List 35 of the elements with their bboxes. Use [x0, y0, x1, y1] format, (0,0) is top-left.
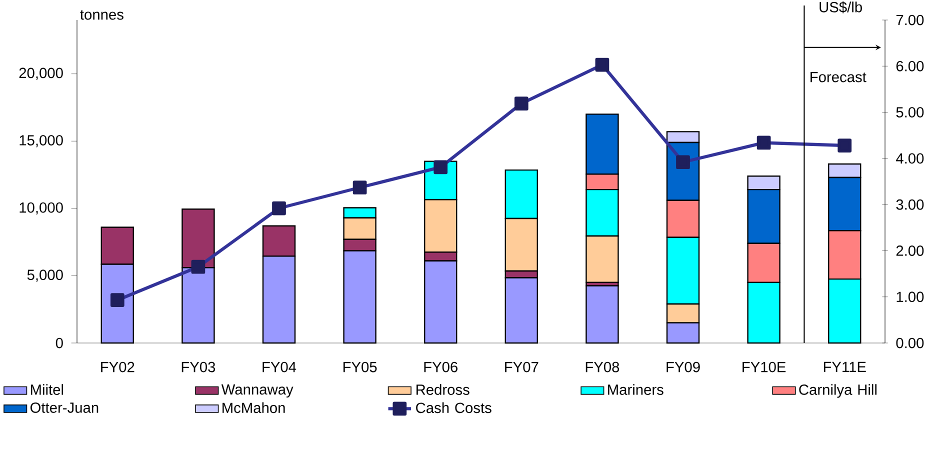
- legend-label: Miitel: [31, 384, 64, 395]
- x-tick-label: FY07: [505, 362, 538, 372]
- y2-tick-label: 5.00: [896, 107, 924, 118]
- legend-label: McMahon: [222, 402, 285, 414]
- y-tick-label: 10,000: [20, 202, 63, 214]
- y-tick-label: 0: [56, 338, 63, 348]
- y-axis-title: tonnes: [80, 10, 124, 20]
- legend-label: Wannaway: [221, 384, 294, 398]
- x-tick-label: FY04: [262, 362, 296, 372]
- y2-tick-label: 0.00: [896, 338, 924, 348]
- x-tick-label: FY05: [343, 362, 377, 372]
- x-tick-label: FY02: [101, 362, 134, 372]
- legend-label: Otter-Juan: [30, 402, 98, 413]
- annotation: Forecast: [810, 72, 866, 82]
- legend-label: Mariners: [608, 384, 664, 395]
- x-tick-label: FY06: [424, 362, 458, 372]
- y-tick-label: 20,000: [19, 68, 63, 80]
- x-tick-label: FY10E: [742, 362, 786, 372]
- x-tick-label: FY08: [586, 362, 620, 372]
- legend-label: Carnilya Hill: [799, 384, 876, 398]
- y2-tick-label: 2.00: [896, 246, 924, 256]
- y2-axis-title: US$/lb: [820, 1, 862, 14]
- bar: [586, 285, 619, 344]
- y2-tick-label: 1.00: [896, 292, 924, 302]
- y-tick-label: 15,000: [20, 135, 63, 148]
- y2-tick-label: 4.00: [896, 153, 924, 164]
- legend-label: Redross: [416, 384, 470, 395]
- y2-tick-label: 7.00: [896, 14, 924, 26]
- legend-label: Cash Costs: [416, 402, 492, 414]
- y-tick-label: 5,000: [27, 270, 63, 282]
- x-tick-label: FY03: [182, 362, 216, 372]
- x-tick-label: FY11E: [824, 362, 866, 372]
- x-tick-label: FY09: [666, 362, 700, 372]
- y2-tick-label: 3.00: [896, 199, 924, 210]
- y2-tick-label: 6.00: [896, 60, 924, 72]
